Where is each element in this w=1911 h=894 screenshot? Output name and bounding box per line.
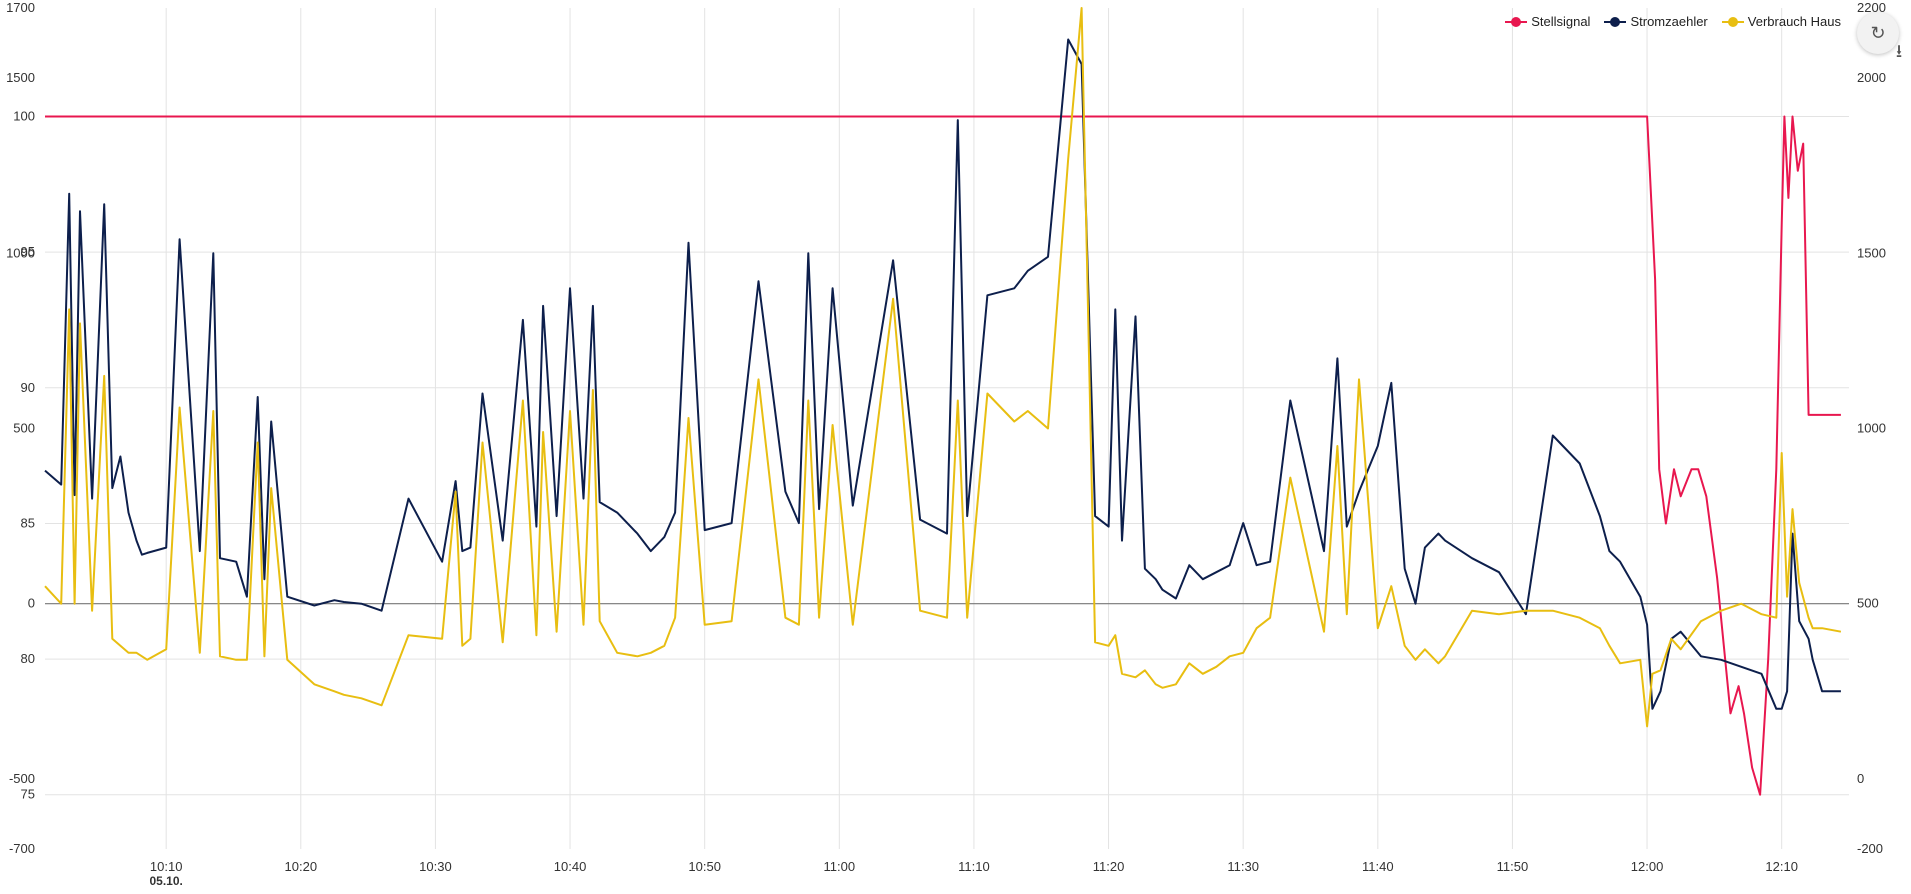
y-left-pct-tick-label: 90 xyxy=(21,380,35,395)
legend-swatch xyxy=(1505,16,1528,28)
refresh-button[interactable]: ↻ xyxy=(1857,12,1899,54)
legend-swatch xyxy=(1604,16,1627,28)
y-right-tick-label: 2200 xyxy=(1857,0,1886,15)
legend-item-stromzaehler[interactable]: Stromzaehler xyxy=(1604,14,1708,29)
series-line-stromzaehler xyxy=(44,38,1841,710)
download-icon: ⭳ xyxy=(1895,41,1903,61)
x-date-label: 05.10. xyxy=(149,874,182,888)
x-tick-label: 10:10 xyxy=(150,859,183,874)
legend: Stellsignal Stromzaehler Verbrauch Haus xyxy=(1505,14,1841,29)
y-right-tick-label: 500 xyxy=(1857,596,1879,611)
x-tick-label: 12:00 xyxy=(1631,859,1664,874)
legend-item-verbrauch-haus[interactable]: Verbrauch Haus xyxy=(1721,14,1841,29)
x-tick-label: 11:30 xyxy=(1227,859,1259,874)
y-left-power-tick-label: 500 xyxy=(13,421,35,436)
x-tick-label: 10:50 xyxy=(688,859,721,874)
legend-label: Stellsignal xyxy=(1531,14,1591,29)
grid-layer xyxy=(45,8,1849,849)
y-left-power-tick-label: -500 xyxy=(9,771,35,786)
legend-swatch xyxy=(1721,16,1744,28)
y-left-pct-tick-label: 85 xyxy=(21,515,35,530)
x-tick-label: 11:40 xyxy=(1362,859,1394,874)
series-layer xyxy=(44,7,1842,796)
series-line-stellsignal xyxy=(45,115,1841,796)
y-left-power-tick-label: -700 xyxy=(9,841,35,856)
axis-layer: 10:10 10:20 10:30 10:40 10:50 11:00 11:10 11:20… xyxy=(6,0,1886,888)
refresh-icon: ↻ xyxy=(1870,22,1886,43)
y-left-power-tick-label: 1500 xyxy=(6,70,35,85)
x-tick-label: 11:20 xyxy=(1093,859,1125,874)
y-left-pct-tick-label: 75 xyxy=(21,787,35,802)
y-left-pct-tick-label: 80 xyxy=(21,651,35,666)
x-tick-label: 10:20 xyxy=(285,859,318,874)
x-tick-label: 11:50 xyxy=(1497,859,1529,874)
y-left-pct-tick-label: 100 xyxy=(13,109,35,124)
y-right-tick-label: 1000 xyxy=(1857,421,1886,436)
x-tick-label: 11:10 xyxy=(958,859,990,874)
download-button[interactable]: ⭳ xyxy=(1887,41,1911,66)
x-tick-label: 11:00 xyxy=(824,859,856,874)
x-tick-label: 10:40 xyxy=(554,859,587,874)
legend-label: Verbrauch Haus xyxy=(1747,14,1841,29)
series-line-verbrauch-haus xyxy=(44,7,1842,728)
x-tick-label: 12:10 xyxy=(1765,859,1798,874)
y-left-power-tick-label: 1000 xyxy=(6,245,35,260)
x-tick-label: 10:30 xyxy=(419,859,452,874)
legend-label: Stromzaehler xyxy=(1630,14,1708,29)
legend-item-stellsignal[interactable]: Stellsignal xyxy=(1505,14,1590,29)
y-right-tick-label: 1500 xyxy=(1857,245,1886,260)
y-left-power-tick-label: 0 xyxy=(28,596,35,611)
y-left-power-tick-label: 1700 xyxy=(6,0,35,15)
y-right-tick-label: -200 xyxy=(1857,841,1883,856)
y-right-tick-label: 0 xyxy=(1857,771,1864,786)
y-left-pct-tick-label: 95 xyxy=(21,244,35,259)
y-right-tick-label: 2000 xyxy=(1857,70,1886,85)
